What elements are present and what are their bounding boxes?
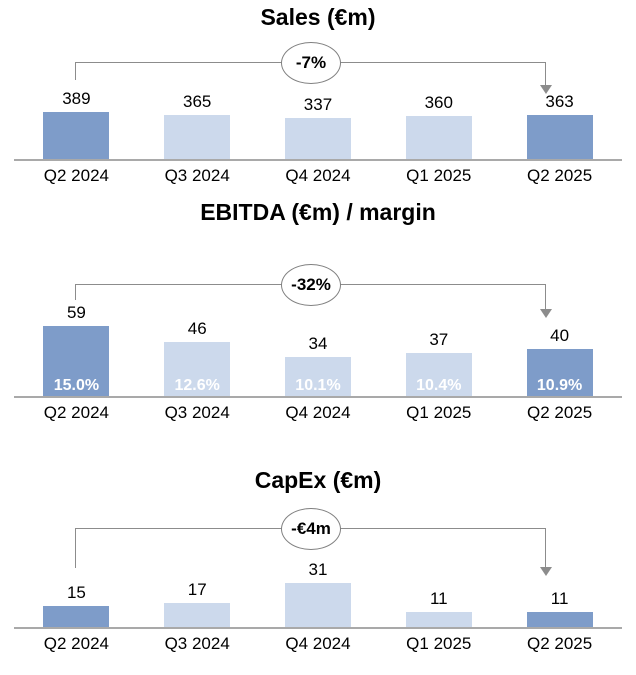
bar-q3-2024 — [164, 603, 231, 628]
bracket-right-stub — [545, 284, 546, 310]
bar-group: 37 10.4% — [378, 293, 499, 398]
bar-value-label: 360 — [424, 93, 453, 112]
bar-group: 337 — [258, 78, 379, 160]
sales-chart: Sales (€m) -7% 389 365 337 — [0, 0, 636, 195]
category-label: Q1 2025 — [406, 403, 472, 422]
x-axis-line — [14, 396, 622, 398]
bracket-left-stub — [75, 62, 76, 80]
bar-group: 31 — [258, 546, 379, 628]
x-axis-labels: Q2 2024 Q3 2024 Q4 2024 Q1 2025 Q2 2025 — [16, 634, 620, 654]
bar-value-label: 11 — [550, 589, 569, 608]
annotation-ellipse: -32% — [281, 264, 341, 306]
x-axis-labels: Q2 2024 Q3 2024 Q4 2024 Q1 2025 Q2 2025 — [16, 403, 620, 423]
bar-value-label: 389 — [62, 89, 91, 108]
bar-value-label: 363 — [545, 92, 574, 111]
annotation-label: -7% — [295, 53, 327, 72]
bar-q2-2025: 10.9% — [526, 349, 593, 398]
bar-q1-2025: 10.4% — [405, 353, 472, 398]
bar-q4-2024 — [284, 118, 351, 160]
ebitda-chart-title: EBITDA (€m) / margin — [200, 199, 436, 225]
bar-group: 17 — [137, 546, 258, 628]
category-label: Q4 2024 — [285, 634, 351, 653]
bar-group: 363 — [499, 78, 620, 160]
margin-label: 10.4% — [416, 377, 462, 394]
margin-label: 10.1% — [295, 377, 341, 394]
arrow-down-icon — [540, 85, 552, 94]
sales-chart-title: Sales (€m) — [260, 4, 376, 30]
bar-group: 59 15.0% — [16, 293, 137, 398]
bar-group: 40 10.9% — [499, 293, 620, 398]
bar-q2-2024 — [43, 606, 110, 628]
x-axis-labels: Q2 2024 Q3 2024 Q4 2024 Q1 2025 Q2 2025 — [16, 166, 620, 186]
category-label: Q2 2025 — [526, 634, 593, 653]
bar-group: 365 — [137, 78, 258, 160]
bar-value-label: 15 — [66, 583, 86, 602]
category-label: Q2 2024 — [43, 166, 110, 185]
bar-q2-2024: 15.0% — [43, 326, 110, 398]
capex-chart-title: CapEx (€m) — [254, 467, 382, 493]
bar-group: 11 — [378, 546, 499, 628]
category-label: Q3 2024 — [164, 166, 230, 185]
bracket-right-stub — [545, 62, 546, 86]
bracket-left-stub — [75, 528, 76, 568]
bar-value-label: 337 — [303, 95, 333, 114]
sales-plot-area: 389 365 337 360 363 — [16, 78, 620, 160]
category-label: Q1 2025 — [406, 166, 472, 185]
margin-label: 10.9% — [536, 377, 583, 394]
bar-q3-2024: 12.6% — [164, 342, 231, 398]
bar-value-label: 31 — [308, 560, 328, 579]
bar-q2-2025 — [526, 115, 593, 160]
category-label: Q2 2025 — [526, 166, 593, 185]
margin-label: 12.6% — [174, 377, 220, 394]
annotation-label: -32% — [291, 275, 331, 294]
bar-value-label: 40 — [550, 326, 570, 345]
bar-value-label: 37 — [429, 330, 449, 349]
bar-value-label: 46 — [187, 319, 207, 338]
bar-group: 389 — [16, 78, 137, 160]
bar-value-label: 365 — [183, 92, 212, 111]
bracket-right-stub — [545, 528, 546, 568]
capex-chart: CapEx (€m) -€4m 15 17 31 — [0, 455, 636, 675]
category-label: Q3 2024 — [164, 403, 230, 422]
bar-value-label: 59 — [66, 303, 86, 322]
annotation-label: -€4m — [291, 519, 331, 538]
bar-value-label: 11 — [429, 589, 448, 608]
category-label: Q2 2024 — [43, 403, 110, 422]
ebitda-chart: EBITDA (€m) / margin -32% 59 15.0% 46 12… — [0, 195, 636, 455]
bar-q4-2024: 10.1% — [284, 357, 351, 398]
bar-q3-2024 — [164, 115, 231, 160]
category-label: Q4 2024 — [285, 403, 351, 422]
bar-group: 11 — [499, 546, 620, 628]
bracket-left-stub — [75, 284, 76, 300]
bar-value-label: 17 — [187, 580, 207, 599]
capex-plot-area: 15 17 31 11 11 — [16, 546, 620, 628]
bar-q1-2025 — [405, 116, 472, 160]
annotation-ellipse: -7% — [281, 42, 341, 84]
category-label: Q3 2024 — [164, 634, 230, 653]
category-label: Q2 2025 — [526, 403, 593, 422]
x-axis-line — [14, 159, 622, 161]
category-label: Q4 2024 — [285, 166, 351, 185]
ebitda-plot-area: 59 15.0% 46 12.6% 34 10.1% 37 1 — [16, 293, 620, 398]
bar-group: 46 12.6% — [137, 293, 258, 398]
category-label: Q1 2025 — [406, 634, 472, 653]
bar-group: 34 10.1% — [258, 293, 379, 398]
arrow-down-icon — [540, 567, 552, 576]
category-label: Q2 2024 — [43, 634, 110, 653]
x-axis-line — [14, 627, 622, 629]
annotation-ellipse: -€4m — [281, 508, 341, 550]
bar-q2-2025 — [526, 612, 593, 628]
bar-q2-2024 — [43, 112, 110, 160]
bar-value-label: 34 — [308, 334, 328, 353]
arrow-down-icon — [540, 309, 552, 318]
bar-group: 15 — [16, 546, 137, 628]
bar-q4-2024 — [284, 583, 351, 628]
margin-label: 15.0% — [53, 377, 100, 394]
bar-q1-2025 — [405, 612, 472, 628]
bar-group: 360 — [378, 78, 499, 160]
